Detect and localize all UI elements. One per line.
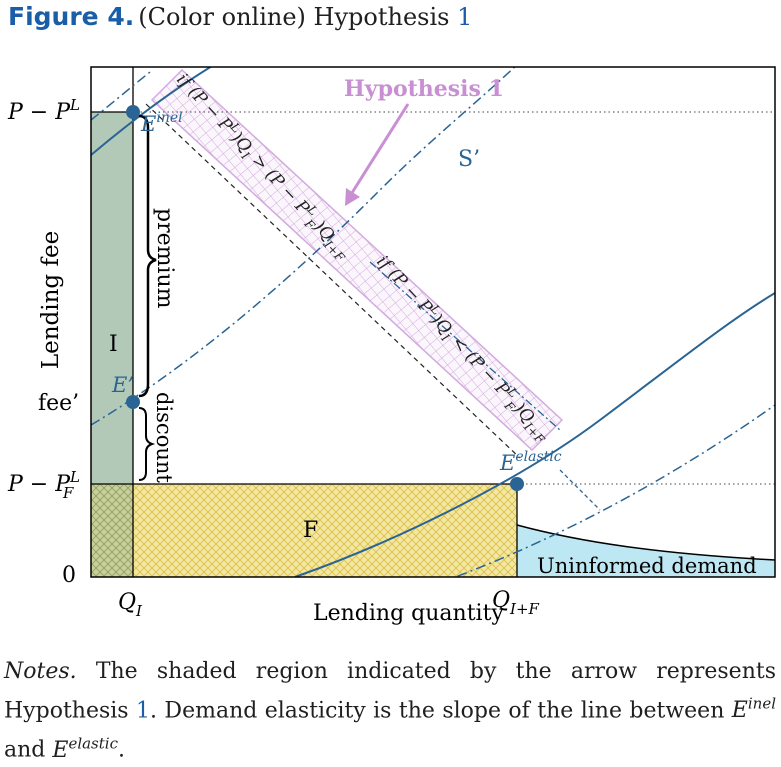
e-inel-point (126, 105, 140, 119)
uninformed-region-label: Uninformed demand (537, 554, 757, 578)
y-tick-top-label: P − PL (7, 96, 80, 125)
e-inel-label: Einel (140, 110, 183, 136)
hypothesis-diagram: P − PL fee’ P − PL F 0 Lending fee QI QI+… (7, 66, 776, 626)
notes-and: and (4, 737, 53, 763)
notes-label: Notes. (4, 659, 77, 684)
hypothesis-band (150, 68, 564, 452)
hypothesis-reference-link[interactable]: 1 (457, 3, 473, 31)
notes-text-part-2: . Demand elasticity is the slope of the … (150, 698, 732, 724)
figure-label: Figure 4. (8, 2, 135, 31)
x-tick-qi-label: QI (118, 590, 143, 620)
discount-label: discount (152, 392, 176, 483)
x-axis-title: Lending quantity (313, 601, 504, 626)
friction-region (133, 484, 517, 577)
hypothesis-label: Hypothesis 1 (344, 76, 504, 102)
hypothesis-arrowhead (345, 188, 360, 206)
discount-brace (138, 407, 156, 481)
e-prime-label: E’ (111, 373, 134, 397)
y-axis-title: Lending fee (38, 231, 64, 369)
notes-e-elastic: Eelastic (52, 734, 118, 763)
e-prime-point (126, 395, 140, 409)
x-tick-qif-label: QI+F (492, 588, 540, 618)
y-tick-zero-label: 0 (62, 563, 76, 588)
premium-brace (138, 114, 157, 398)
y-tick-fee-label: fee’ (38, 391, 79, 416)
elastic-tangent-short (559, 469, 601, 511)
uninformed-demand-region (517, 525, 775, 577)
e-elastic-point (510, 477, 524, 491)
figure-notes: Notes. The shaded region indicated by th… (4, 655, 776, 767)
friction-region-label: F (303, 518, 318, 543)
figure-caption: (Color online) Hypothesis 1 (138, 3, 472, 31)
notes-e-inel: Einel (731, 695, 776, 724)
uninformed-demand-curve (516, 524, 775, 561)
notes-hypothesis-reference-link[interactable]: 1 (136, 698, 151, 724)
notes-text-part-1: The shaded region indicated by the arrow… (4, 659, 776, 724)
supply-curve-s (91, 67, 213, 156)
figure-title: Figure 4. (Color online) Hypothesis 1 (8, 2, 472, 31)
elastic-tangent-dashdot (369, 261, 561, 431)
premium-label: premium (152, 208, 177, 309)
supply-curve-s-prime (91, 67, 516, 426)
e-elastic-label: Eelastic (499, 449, 562, 475)
band-condition-lower: if (P − PL)QI < (P − PLF)QI+F (370, 250, 556, 447)
plot-frame (90, 66, 776, 578)
informed-region (91, 112, 133, 484)
band-condition-upper: if (P − PL)QI > (P − PLF)QI+F (170, 68, 356, 265)
y-tick-friction-label: P − PL F (7, 468, 80, 502)
shifted-curve-lower (453, 404, 775, 577)
elasticity-dashed-line (145, 103, 521, 459)
hypothesis-arrow (348, 103, 410, 197)
notes-end: . (117, 737, 125, 763)
supply-curve-lower (294, 292, 775, 577)
informed-friction-overlap (91, 484, 133, 577)
shifted-curve-top (91, 71, 151, 121)
informed-region-label: I (109, 332, 118, 357)
caption-prefix: (Color online) Hypothesis (138, 3, 450, 31)
s-prime-label: S’ (458, 147, 480, 172)
